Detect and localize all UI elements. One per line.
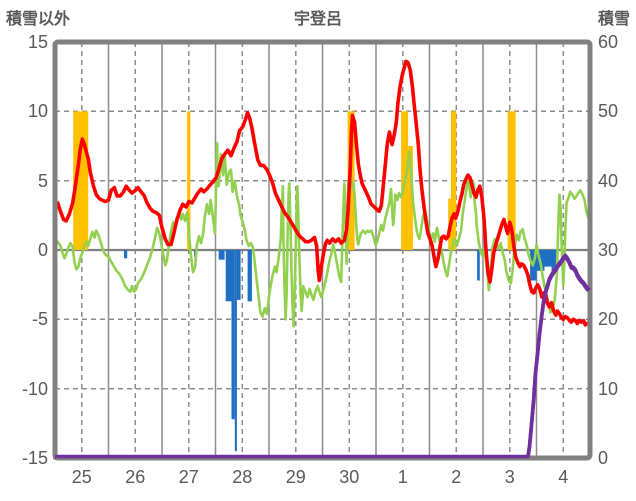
left-axis-title: 積雪以外 xyxy=(6,11,71,28)
purple-line-top xyxy=(55,253,591,459)
right-axis-tick: 20 xyxy=(598,309,619,330)
right-axis-tick: 40 xyxy=(598,170,619,191)
blue-bars-bar xyxy=(544,250,552,267)
green-line xyxy=(56,141,590,328)
left-axis-tick: -15 xyxy=(21,448,48,468)
x-axis-tick: 2 xyxy=(451,467,462,487)
left-axis-tick: 15 xyxy=(27,32,48,52)
red-line xyxy=(55,59,592,327)
blue-bars-bar xyxy=(551,250,558,273)
blue-bars-bar xyxy=(231,250,235,420)
x-axis-tick: 25 xyxy=(71,467,92,487)
x-axis-tick: 29 xyxy=(285,467,306,487)
x-axis-tick: 27 xyxy=(178,467,199,487)
chart-title: 宇登呂 xyxy=(293,11,342,28)
right-axis-tick: 10 xyxy=(598,378,619,399)
right-axis-title: 積雪 xyxy=(597,11,630,28)
x-axis-tick: 1 xyxy=(397,467,408,487)
x-axis-tick: 4 xyxy=(558,467,569,487)
blue-bars-bar xyxy=(236,250,241,300)
right-axis-tick: 60 xyxy=(598,32,619,52)
blue-bars-bar xyxy=(218,250,225,260)
blue-bars-bar xyxy=(234,250,237,452)
blue-bars-bar xyxy=(247,250,252,302)
orange-bars-bar xyxy=(450,111,457,250)
left-axis-tick: 5 xyxy=(37,170,48,191)
left-axis-tick: 0 xyxy=(37,240,48,260)
blue-bars-bar xyxy=(477,250,480,281)
blue-bars-bar xyxy=(225,250,232,302)
orange-bars-bar xyxy=(507,111,516,250)
left-axis-tick: -10 xyxy=(21,378,48,399)
left-axis-tick: -5 xyxy=(31,309,48,330)
left-axis-tick: 10 xyxy=(27,101,48,122)
x-axis-tick: 26 xyxy=(125,467,146,487)
x-axis-tick: 28 xyxy=(232,467,253,487)
x-axis-tick: 30 xyxy=(339,467,360,487)
right-axis-tick: 50 xyxy=(598,101,619,122)
x-axis-tick: 3 xyxy=(504,467,515,487)
right-axis-tick: 0 xyxy=(598,448,609,468)
orange-bars-bar xyxy=(408,146,413,250)
blue-bars-bar xyxy=(124,250,128,259)
orange-bars-bar xyxy=(187,111,191,250)
right-axis-tick: 30 xyxy=(598,240,619,260)
